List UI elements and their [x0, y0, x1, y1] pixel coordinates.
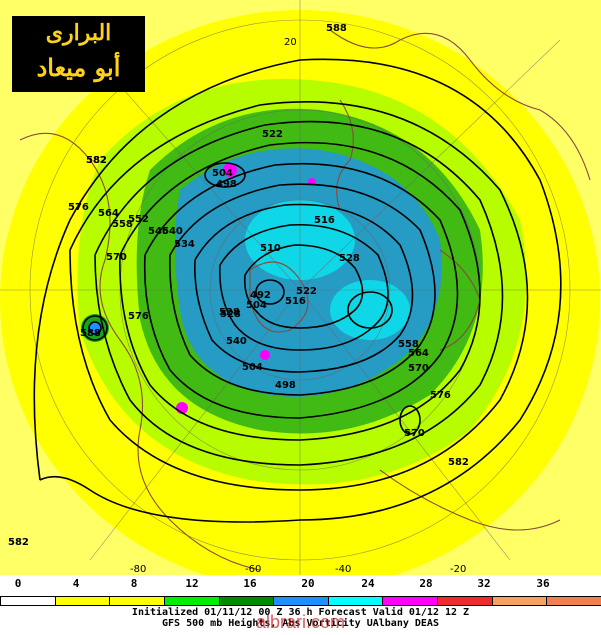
contour-label: 552	[128, 214, 149, 225]
scale-tick: 20	[301, 577, 315, 590]
contour-label: 504	[242, 362, 263, 373]
scale-tick: 32	[477, 577, 491, 590]
color-bar-segment	[54, 597, 110, 605]
logo-word-a: أبو	[94, 53, 121, 82]
vorticity-color-scale: 0 4 8 12 16 20 24 28 32 36	[0, 575, 601, 607]
height-contours	[33, 58, 562, 523]
contour-label: 528	[220, 309, 241, 320]
scale-tick: 28	[419, 577, 433, 590]
color-bar-segment	[273, 597, 328, 605]
contour-label: 516	[314, 215, 335, 226]
contour-label: 582	[8, 537, 29, 548]
site-watermark: albrari.com	[255, 612, 346, 632]
scale-tick: 0	[14, 577, 22, 590]
color-bar-segment	[327, 597, 383, 605]
scale-tick: 8	[130, 577, 138, 590]
contour-label: 534	[174, 239, 195, 250]
color-bar-segment	[0, 597, 55, 605]
contour-label: 576	[430, 390, 451, 401]
contour-label: 588	[326, 23, 347, 34]
caption-line1: Initialized 01/11/12 00 Z 36 h Forecast …	[131, 607, 470, 618]
contour-label: 582	[448, 457, 469, 468]
logo-line2: أبو ميعاد	[12, 50, 145, 86]
contour-label: 510	[260, 243, 281, 254]
contour-label: 582	[86, 155, 107, 166]
scale-tick: 16	[243, 577, 257, 590]
contour-label: 576	[68, 202, 89, 213]
brand-logo: البرارى أبو ميعاد	[12, 16, 145, 92]
color-bar-segment	[163, 597, 219, 605]
contour-label: 570	[404, 428, 425, 439]
contour-label: 576	[128, 311, 149, 322]
lon-label: -60	[245, 564, 261, 575]
contour-label: 528	[339, 253, 360, 264]
color-bar-segment	[491, 597, 547, 605]
contour-label: 516	[285, 296, 306, 307]
contour-label: 522	[262, 129, 283, 140]
contour-label: 522	[296, 286, 317, 297]
contour-label: 564	[98, 208, 119, 219]
contour-label: 570	[106, 252, 127, 263]
contour-label: 540	[162, 226, 183, 237]
color-bar-segment	[218, 597, 274, 605]
contour-label: 504	[246, 300, 267, 311]
caption-line2: GFS 500 mb Heights, Abs Vorticity UAlban…	[162, 618, 439, 629]
scale-tick: 36	[536, 577, 550, 590]
contour-label: 498	[275, 380, 296, 391]
contour-label: 588	[80, 328, 101, 339]
color-bar-segment	[109, 597, 164, 605]
vorticity-map: 20 -80 -60 -40 -20 582 576 564 558 552 5…	[0, 0, 601, 575]
scale-tick: 24	[361, 577, 375, 590]
color-bar-segment	[437, 597, 492, 605]
color-bar-segment	[382, 597, 438, 605]
lon-label: -80	[130, 564, 146, 575]
contour-label: 582	[86, 155, 107, 166]
scale-tick: 12	[185, 577, 199, 590]
contour-label: 564	[408, 348, 429, 359]
contour-label: 492	[250, 290, 271, 301]
scale-tick: 4	[72, 577, 80, 590]
color-bar	[0, 596, 601, 606]
contour-label: 570	[408, 363, 429, 374]
color-bar-segment	[546, 597, 601, 605]
contour-label: 558	[398, 339, 419, 350]
contour-label: 546	[148, 226, 169, 237]
contour-label: 540	[226, 336, 247, 347]
map-caption: Initialized 01/11/12 00 Z 36 h Forecast …	[0, 607, 601, 635]
lon-label: -20	[450, 564, 466, 575]
contour-label: 528	[219, 307, 240, 318]
logo-line1: البرارى	[45, 20, 112, 46]
lon-label: -40	[335, 564, 351, 575]
logo-word-b: ميعاد	[36, 53, 87, 82]
contour-label: 558	[112, 219, 133, 230]
contour-label: 498	[216, 179, 237, 190]
contour-label: 504	[212, 168, 233, 179]
lat-label: 20	[284, 37, 297, 48]
